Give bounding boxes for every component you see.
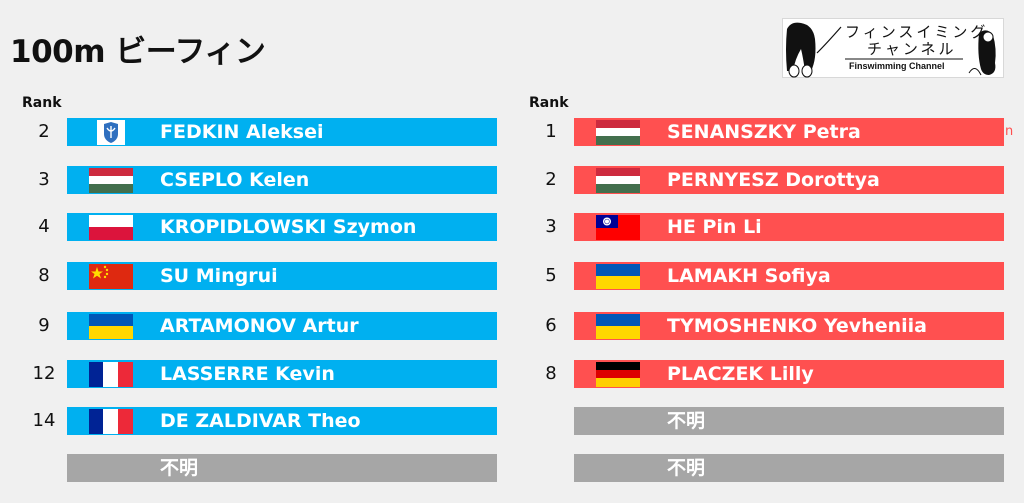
athlete-name: HE Pin Li xyxy=(667,216,762,238)
rank-number: 2 xyxy=(545,169,557,190)
germany-flag-icon xyxy=(596,362,640,387)
hungary-flag-icon xyxy=(89,168,133,193)
france-flag-icon xyxy=(89,362,133,387)
logo-text-line1: フィンスイミング xyxy=(845,23,989,41)
rank-number: 8 xyxy=(545,363,557,384)
athlete-bar: HE Pin Li xyxy=(574,213,1004,241)
rank-number: 14 xyxy=(32,410,56,431)
rank-number: 3 xyxy=(545,216,557,237)
poland-flag-icon xyxy=(89,215,133,240)
athlete-bar: ARTAMONOV Artur xyxy=(67,312,497,340)
stray-text: n xyxy=(1005,124,1014,139)
rank-number: 3 xyxy=(38,169,50,190)
athlete-bar: TYMOSHENKO Yevheniia xyxy=(574,312,1004,340)
rank-number: 4 xyxy=(38,216,50,237)
athlete-name: 不明 xyxy=(160,457,199,479)
athlete-bar: LASSERRE Kevin xyxy=(67,360,497,388)
athlete-name: ARTAMONOV Artur xyxy=(160,315,359,337)
rank-number: 9 xyxy=(38,315,50,336)
athlete-name: LASSERRE Kevin xyxy=(160,363,335,385)
athlete-bar: LAMAKH Sofiya xyxy=(574,262,1004,290)
logo-text-line2: チャンネル xyxy=(867,40,957,58)
athlete-name: 不明 xyxy=(667,410,706,432)
athlete-name: LAMAKH Sofiya xyxy=(667,265,831,287)
rank-number: 5 xyxy=(545,265,557,286)
page-title: 100m ビーフィン xyxy=(10,34,266,70)
unknown-athlete-bar: 不明 xyxy=(67,454,497,482)
rank-number: 8 xyxy=(38,265,50,286)
hungary-flag-icon xyxy=(596,168,640,193)
unknown-athlete-bar: 不明 xyxy=(574,407,1004,435)
channel-logo: フィンスイミング チャンネル Finswimming Channel xyxy=(782,18,1004,78)
athlete-name: CSEPLO Kelen xyxy=(160,169,310,191)
unknown-athlete-bar: 不明 xyxy=(574,454,1004,482)
rank-number: 2 xyxy=(38,121,50,142)
athlete-bar: FEDKIN Aleksei xyxy=(67,118,497,146)
athlete-name: SENANSZKY Petra xyxy=(667,121,861,143)
athlete-name: DE ZALDIVAR Theo xyxy=(160,410,361,432)
rank-header-left: Rank xyxy=(22,95,62,111)
athlete-bar: SENANSZKY Petra xyxy=(574,118,1004,146)
hungary-flag-icon xyxy=(596,120,640,145)
athlete-name: KROPIDLOWSKI Szymon xyxy=(160,216,417,238)
athlete-bar: PERNYESZ Dorottya xyxy=(574,166,1004,194)
rank-number: 6 xyxy=(545,315,557,336)
rank-number: 12 xyxy=(32,363,56,384)
logo-graphic xyxy=(786,22,996,78)
athlete-name: SU Mingrui xyxy=(160,265,278,287)
ukraine-flag-icon xyxy=(596,314,640,339)
athlete-bar: SU Mingrui xyxy=(67,262,497,290)
logo-text-line3: Finswimming Channel xyxy=(849,61,945,71)
athlete-name: PLACZEK Lilly xyxy=(667,363,814,385)
china-flag-icon xyxy=(89,264,133,289)
rank-header-right: Rank xyxy=(529,95,569,111)
athlete-name: FEDKIN Aleksei xyxy=(160,121,324,143)
neutral-emblem-flag-icon xyxy=(89,120,133,145)
athlete-name: TYMOSHENKO Yevheniia xyxy=(667,315,927,337)
ukraine-flag-icon xyxy=(596,264,640,289)
athlete-bar: CSEPLO Kelen xyxy=(67,166,497,194)
athlete-bar: PLACZEK Lilly xyxy=(574,360,1004,388)
rank-number: 1 xyxy=(545,121,557,142)
athlete-bar: DE ZALDIVAR Theo xyxy=(67,407,497,435)
athlete-name: PERNYESZ Dorottya xyxy=(667,169,880,191)
athlete-name: 不明 xyxy=(667,457,706,479)
taiwan-flag-icon xyxy=(596,215,640,240)
ukraine-flag-icon xyxy=(89,314,133,339)
france-flag-icon xyxy=(89,409,133,434)
athlete-bar: KROPIDLOWSKI Szymon xyxy=(67,213,497,241)
